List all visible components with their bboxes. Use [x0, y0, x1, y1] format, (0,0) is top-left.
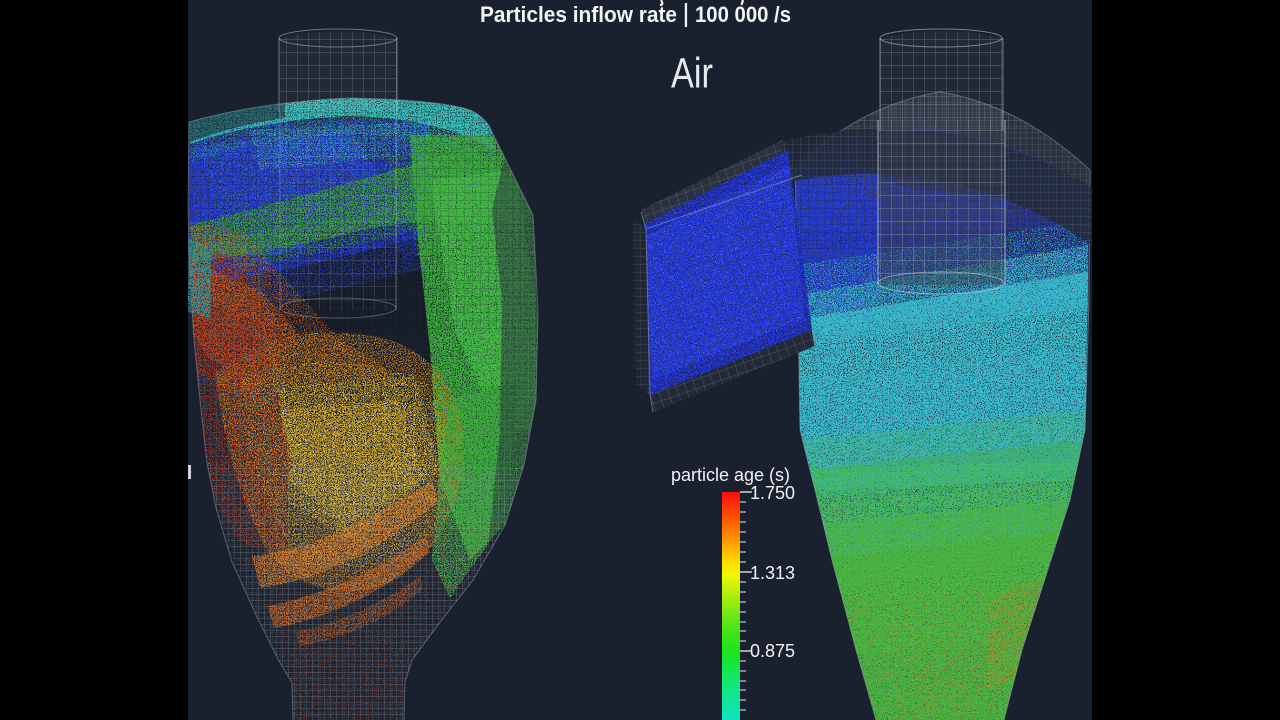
svg-text:1.750: 1.750: [750, 483, 795, 503]
svg-text:1.313: 1.313: [750, 563, 795, 583]
svg-text:100 000 /s: 100 000 /s: [695, 2, 791, 27]
svg-text:Particles inflow rate: Particles inflow rate: [480, 2, 677, 27]
svg-text:0.875: 0.875: [750, 641, 795, 661]
svg-text:particle age (s): particle age (s): [671, 465, 790, 485]
svg-text:Air: Air: [671, 50, 713, 98]
